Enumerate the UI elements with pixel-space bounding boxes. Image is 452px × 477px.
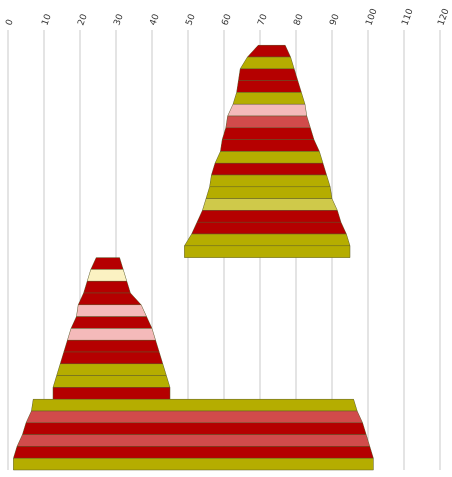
- x-tick-label: 10: [40, 13, 53, 27]
- x-tick-label: 50: [184, 13, 197, 27]
- band-17: [184, 245, 351, 258]
- band-10: [211, 162, 327, 176]
- x-tick-label: 30: [112, 13, 125, 27]
- band-9: [214, 151, 324, 164]
- band-2: [238, 68, 299, 81]
- band-29: [52, 387, 171, 400]
- band-28: [52, 375, 171, 388]
- band-18: [90, 257, 124, 270]
- x-tick-label: 100: [364, 7, 379, 27]
- band-25: [63, 339, 160, 353]
- band-30: [31, 398, 358, 412]
- band-4: [232, 92, 306, 105]
- band-21: [77, 292, 142, 306]
- band-15: [191, 221, 347, 235]
- band-27: [56, 363, 167, 376]
- x-tick-label: 60: [220, 13, 233, 27]
- band-16: [183, 233, 351, 247]
- x-tick-label: 20: [76, 13, 89, 27]
- band-20: [83, 280, 131, 294]
- x-tick-label: 70: [256, 13, 269, 27]
- band-32: [22, 422, 367, 435]
- band-24: [67, 328, 156, 341]
- stacked-bands: [13, 44, 374, 471]
- band-26: [59, 351, 164, 365]
- band-23: [70, 316, 153, 329]
- band-19: [86, 269, 128, 282]
- band-35: [13, 457, 374, 471]
- band-0: [246, 44, 291, 58]
- x-tick-label: 120: [436, 7, 451, 27]
- band-1: [239, 56, 295, 70]
- band-12: [205, 186, 333, 199]
- x-tick-labels: 0 10 20 30 40 50 60 70 80 90 100 110 120: [4, 7, 451, 27]
- band-5: [227, 103, 308, 117]
- band-31: [25, 410, 363, 424]
- band-22: [76, 304, 147, 317]
- band-13: [202, 198, 338, 211]
- band-3: [236, 80, 302, 93]
- band-7: [221, 127, 315, 140]
- x-tick-label: 80: [292, 13, 305, 27]
- band-11: [209, 174, 331, 188]
- x-tick-label: 40: [148, 13, 161, 27]
- band-34: [13, 446, 374, 459]
- band-14: [196, 210, 342, 223]
- x-tick-label: 0: [4, 18, 15, 27]
- x-tick-label: 110: [400, 7, 415, 27]
- band-8: [220, 139, 320, 152]
- band-6: [225, 115, 311, 129]
- x-tick-label: 90: [328, 13, 341, 27]
- band-33: [16, 434, 371, 447]
